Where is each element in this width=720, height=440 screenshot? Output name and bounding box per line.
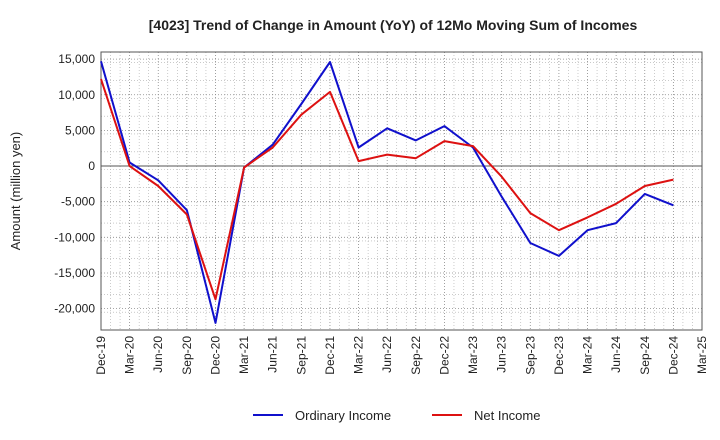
- x-tick-label: Sep-24: [638, 336, 652, 375]
- y-tick-label: 5,000: [65, 123, 95, 137]
- x-tick-label: Dec-24: [666, 336, 680, 375]
- plot-area: 15,000 10,000 5,000 0 -5,000 -10,000 -15,000 -2…: [54, 51, 709, 375]
- x-tick-label: Sep-22: [409, 336, 423, 375]
- legend-label: Net Income: [474, 408, 540, 423]
- y-tick-label: 0: [88, 159, 95, 173]
- x-tick-label: Dec-20: [208, 336, 222, 375]
- x-tick-label: Jun-23: [495, 336, 509, 373]
- x-tick-label: Jun-20: [151, 336, 165, 373]
- y-tick-label: 15,000: [58, 52, 95, 66]
- x-tick-label: Dec-23: [552, 336, 566, 375]
- x-tick-label: Jun-22: [380, 336, 394, 373]
- x-tick-label: Sep-21: [294, 336, 308, 375]
- y-tick-label: -10,000: [54, 230, 95, 244]
- x-tick-label: Mar-25: [695, 336, 709, 374]
- x-tick-label: Mar-22: [352, 336, 366, 374]
- legend-label: Ordinary Income: [295, 408, 391, 423]
- y-axis-label: Amount (million yen): [8, 132, 23, 251]
- plot-background: [101, 52, 702, 330]
- x-tick-label: Mar-23: [466, 336, 480, 374]
- series-line-ordinary-income: [100, 61, 674, 324]
- x-tick-label: Jun-24: [609, 336, 623, 373]
- y-tick-label: -15,000: [54, 266, 95, 280]
- x-tick-label: Dec-22: [437, 336, 451, 375]
- plot-border: [100, 51, 703, 331]
- y-tick-label: 10,000: [58, 88, 95, 102]
- series-line-net-income: [100, 78, 674, 301]
- x-tick-label: Sep-20: [180, 336, 194, 375]
- legend: Ordinary Income Net Income: [253, 408, 540, 423]
- y-tick-label: -5,000: [61, 195, 95, 209]
- x-tick-label: Dec-21: [323, 336, 337, 375]
- x-tick-label: Jun-21: [266, 336, 280, 373]
- y-tick-label: -20,000: [54, 302, 95, 316]
- x-tick-label: Mar-24: [581, 336, 595, 374]
- x-tick-label: Dec-19: [94, 336, 108, 375]
- x-tick-label: Mar-21: [237, 336, 251, 374]
- chart-title: [4023] Trend of Change in Amount (YoY) o…: [149, 17, 638, 33]
- x-tick-label: Mar-20: [123, 336, 137, 374]
- x-tick-label: Sep-23: [523, 336, 537, 375]
